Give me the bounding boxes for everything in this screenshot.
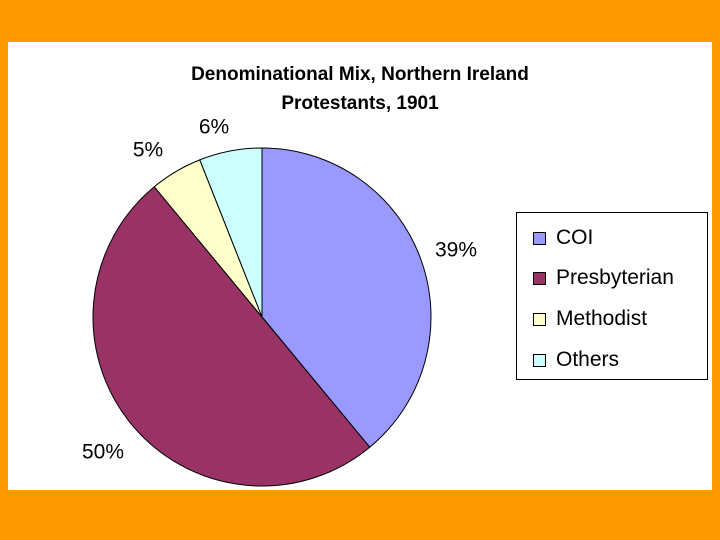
chart-title: Denominational Mix, Northern Ireland Pro…: [0, 60, 720, 118]
legend-swatch-presbyterian: [533, 271, 546, 285]
pie-slice-others: [199, 147, 263, 318]
data-label-others: 6%: [199, 116, 229, 139]
data-label-presbyterian: 50%: [82, 441, 124, 464]
data-label-methodist: 5%: [133, 139, 163, 162]
legend-label-presbyterian: Presbyterian: [556, 266, 674, 289]
legend-item-coi: COI: [533, 225, 593, 251]
legend-item-presbyterian: Presbyterian: [533, 265, 674, 291]
chart-legend: COI Presbyterian Methodist Others: [516, 212, 708, 380]
legend-label-coi: COI: [556, 226, 594, 249]
chart-title-line-2: Protestants, 1901: [281, 93, 439, 114]
legend-item-others: Others: [533, 347, 619, 373]
legend-label-others: Others: [556, 348, 620, 371]
legend-swatch-coi: [533, 231, 546, 245]
pie-slice-presbyterian: [92, 186, 371, 487]
legend-item-methodist: Methodist: [533, 306, 647, 332]
pie-slice-coi: [261, 147, 432, 448]
legend-swatch-others: [533, 353, 546, 367]
legend-swatch-methodist: [533, 312, 546, 326]
chart-title-line-1: Denominational Mix, Northern Ireland: [191, 64, 529, 85]
data-label-coi: 39%: [435, 239, 477, 262]
legend-label-methodist: Methodist: [556, 307, 648, 330]
